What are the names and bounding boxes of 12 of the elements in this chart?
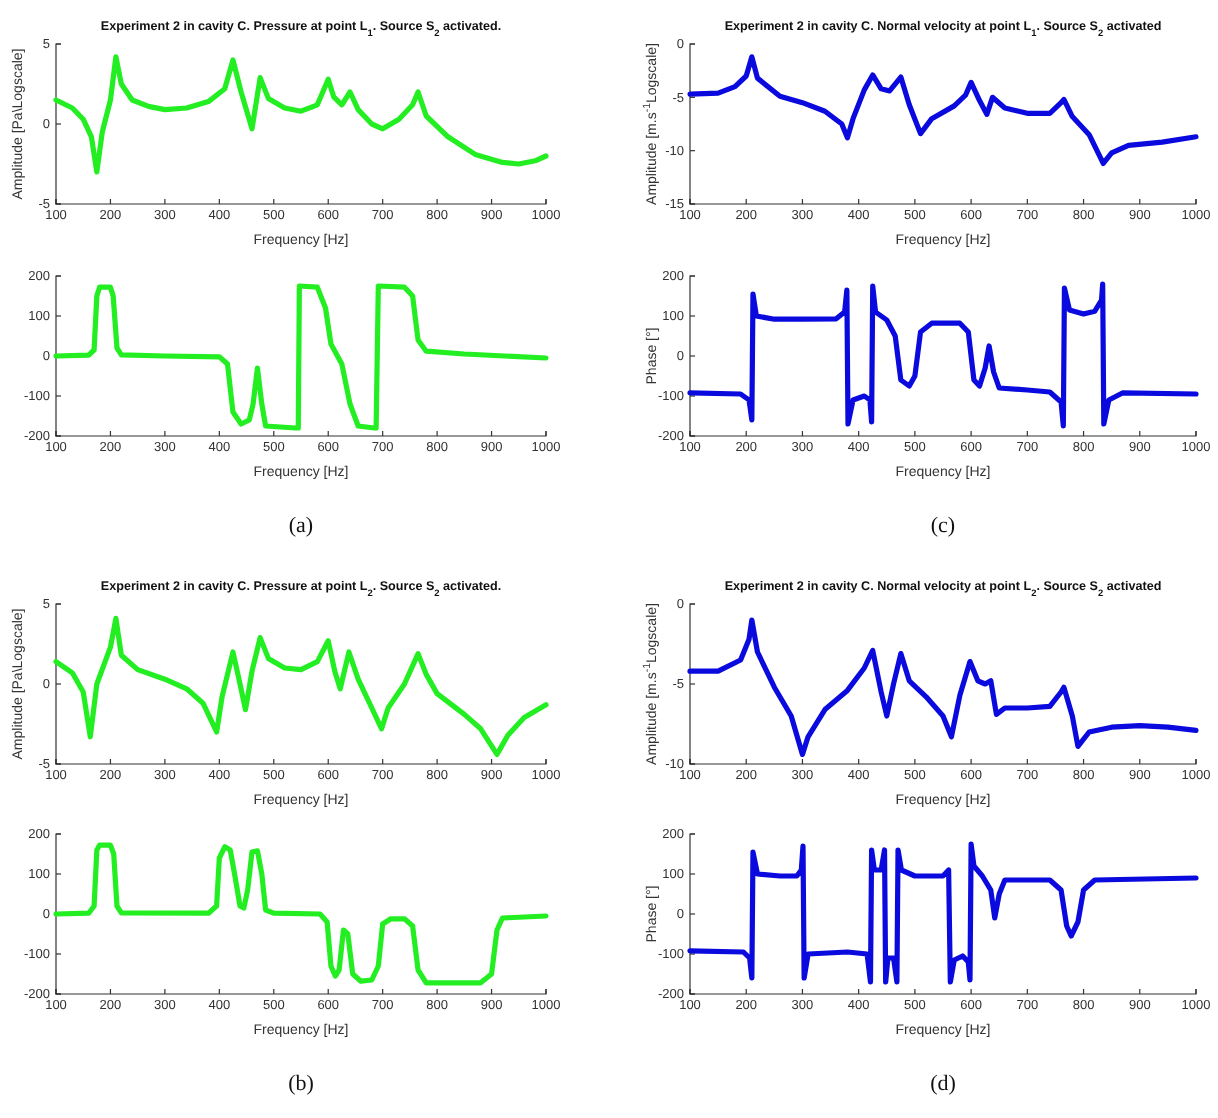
text: (d) [930,1072,957,1096]
line-series [53,842,549,986]
line-series [687,617,1199,757]
text: (c) [930,514,956,538]
line-series [687,281,1199,429]
text: (a) [288,514,314,538]
line-series [53,615,549,757]
line-series [53,54,549,175]
line-series [687,841,1199,985]
text: (b) [288,1072,315,1096]
line-series [687,54,1199,167]
line-series [53,283,549,431]
